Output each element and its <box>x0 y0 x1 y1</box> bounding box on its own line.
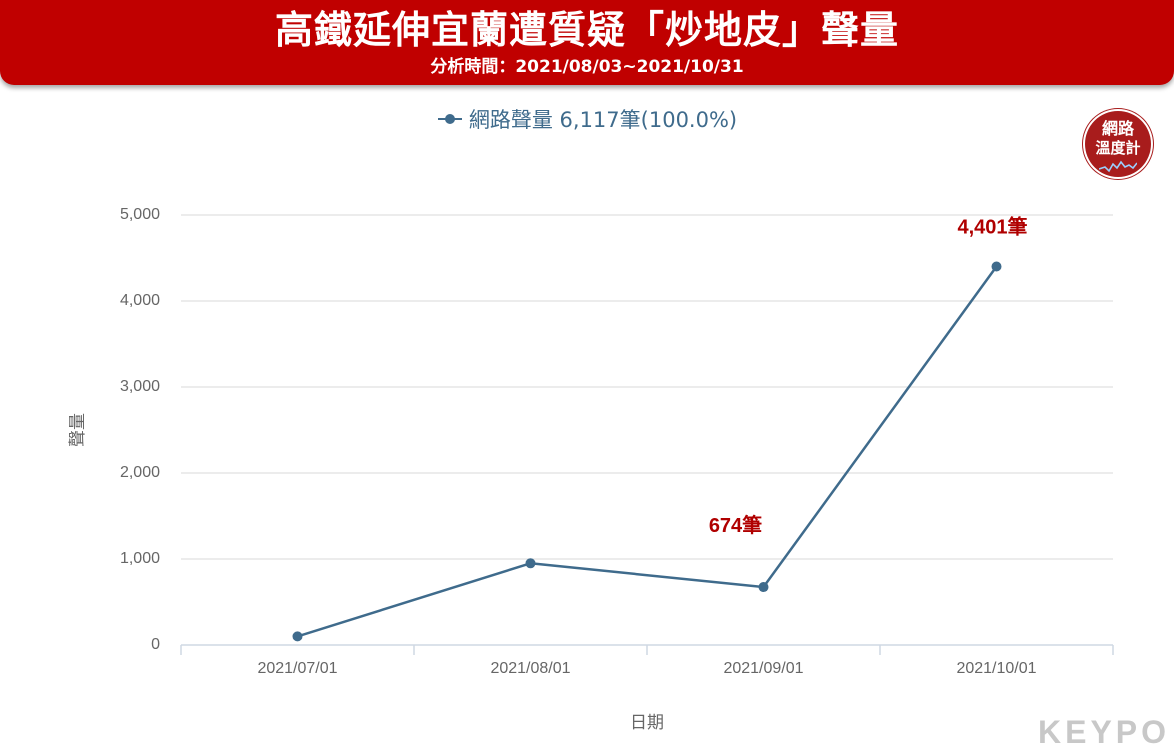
y-tick-label: 5,000 <box>120 206 160 223</box>
y-tick-label: 4,000 <box>120 292 160 309</box>
gridlines <box>181 214 1113 560</box>
series-layer <box>292 261 1002 642</box>
y-axis-title: 聲量 <box>68 413 88 447</box>
y-tick-label: 3,000 <box>120 378 160 395</box>
data-point[interactable] <box>525 558 536 569</box>
x-tick-label: 2021/08/01 <box>490 660 570 677</box>
y-tick-label: 0 <box>151 636 160 653</box>
keypo-watermark: KEYPO <box>1038 714 1171 750</box>
data-labels: 674筆 4,401筆 <box>709 215 1028 538</box>
data-point[interactable] <box>991 261 1002 272</box>
y-axis-ticks: 0 1,000 2,000 3,000 4,000 5,000 <box>120 206 160 653</box>
x-axis-title: 日期 <box>630 713 664 733</box>
analysis-period: 分析時間：2021/08/03~2021/10/31 <box>430 57 744 77</box>
network-thermometer-logo: 網路 溫度計 <box>1085 111 1151 177</box>
data-label: 4,401筆 <box>957 215 1027 239</box>
x-tick-label: 2021/09/01 <box>723 660 803 677</box>
title-banner: 高鐵延伸宜蘭遭質疑「炒地皮」聲量 分析時間：2021/08/03~2021/10… <box>0 0 1174 85</box>
y-tick-label: 1,000 <box>120 550 160 567</box>
y-tick-label: 2,000 <box>120 464 160 481</box>
page-title: 高鐵延伸宜蘭遭質疑「炒地皮」聲量 <box>274 8 899 52</box>
data-point[interactable] <box>758 582 769 593</box>
logo-text-line1: 網路 <box>1101 119 1134 138</box>
logo-text-line2: 溫度計 <box>1095 139 1141 157</box>
x-tick-label: 2021/07/01 <box>257 660 337 677</box>
x-axis: 2021/07/01 2021/08/01 2021/09/01 2021/10/01 <box>180 644 1114 677</box>
data-label: 674筆 <box>709 513 762 537</box>
chart-legend[interactable]: 網路聲量 6,117筆(100.0%) <box>0 104 1174 134</box>
legend-series-label: 網路聲量 6,117筆(100.0%) <box>468 108 738 132</box>
legend-line-marker-icon <box>437 114 462 124</box>
x-tick-label: 2021/10/01 <box>956 660 1036 677</box>
series-line <box>297 265 998 638</box>
data-point[interactable] <box>292 631 303 642</box>
logo-pulse-icon <box>1099 160 1137 173</box>
